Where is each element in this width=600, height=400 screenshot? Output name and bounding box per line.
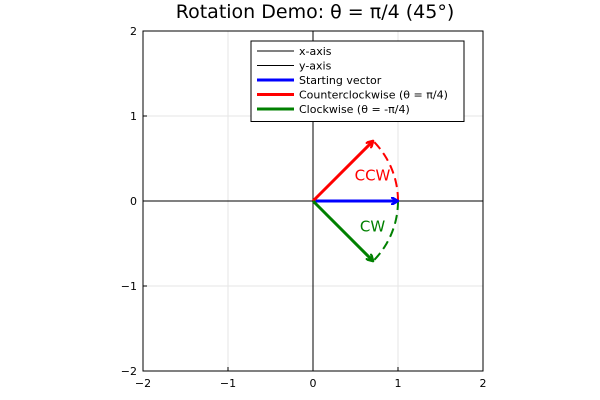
annotation-0: CCW — [355, 167, 391, 185]
x-tick-label-4: 2 — [480, 377, 487, 390]
legend-label-0: x-axis — [299, 45, 332, 58]
rotation-arc-1 — [372, 200, 399, 262]
y-tick-label-1: −1 — [121, 280, 137, 293]
ticks: −2 −1 0 1 2 −2 −1 0 1 2 — [121, 25, 487, 390]
x-tick-label-0: −2 — [135, 377, 151, 390]
legend-label-1: y-axis — [299, 60, 332, 73]
legend-label-3: Counterclockwise (θ = π/4) — [299, 89, 448, 102]
legend-label-4: Clockwise (θ = -π/4) — [299, 103, 410, 116]
y-tick-label-3: 1 — [130, 110, 137, 123]
chart-title: Rotation Demo: θ = π/4 (45°) — [176, 1, 455, 23]
y-tick-label-2: 0 — [130, 195, 137, 208]
rotation-arc-0 — [372, 140, 399, 202]
x-tick-label-1: −1 — [220, 377, 236, 390]
annotations: CCW CW — [355, 167, 391, 236]
y-tick-label-4: 2 — [130, 25, 137, 38]
x-tick-label-3: 1 — [395, 377, 402, 390]
series-line-4 — [311, 199, 373, 261]
legend-label-2: Starting vector — [299, 74, 382, 87]
x-tick-label-2: 0 — [310, 377, 317, 390]
annotation-1: CW — [360, 218, 385, 236]
series-line-3 — [311, 141, 373, 203]
y-tick-label-0: −2 — [121, 365, 137, 378]
